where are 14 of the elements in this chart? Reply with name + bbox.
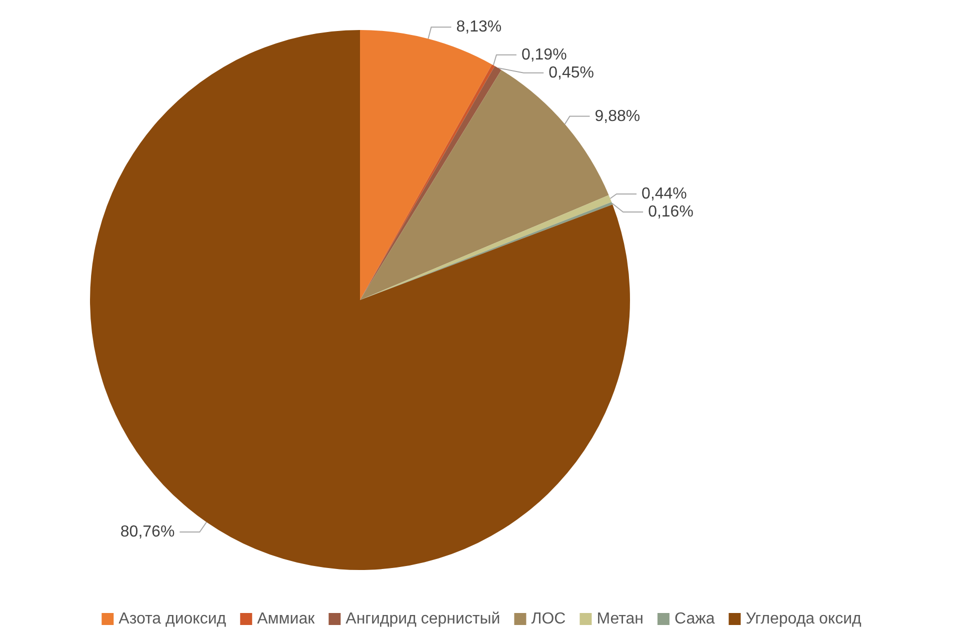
data-label: 0,19% bbox=[521, 46, 567, 64]
legend-label: Сажа bbox=[674, 610, 715, 628]
legend-label: Метан bbox=[596, 610, 644, 628]
data-label: 8,13% bbox=[456, 18, 502, 36]
data-label: 9,88% bbox=[594, 108, 640, 125]
legend-label: Азота диоксид bbox=[118, 610, 227, 628]
legend-label: Аммиак bbox=[257, 610, 316, 628]
data-label: 80,76% bbox=[120, 523, 175, 540]
legend-label: Углерода оксид bbox=[746, 610, 862, 628]
data-label: 0,16% bbox=[648, 204, 694, 221]
data-label: 0,44% bbox=[642, 186, 687, 203]
legend-label: Ангидрид сернистый bbox=[346, 610, 500, 628]
legend-label: ЛОС bbox=[531, 610, 566, 628]
data-label: 0,45% bbox=[548, 64, 594, 82]
